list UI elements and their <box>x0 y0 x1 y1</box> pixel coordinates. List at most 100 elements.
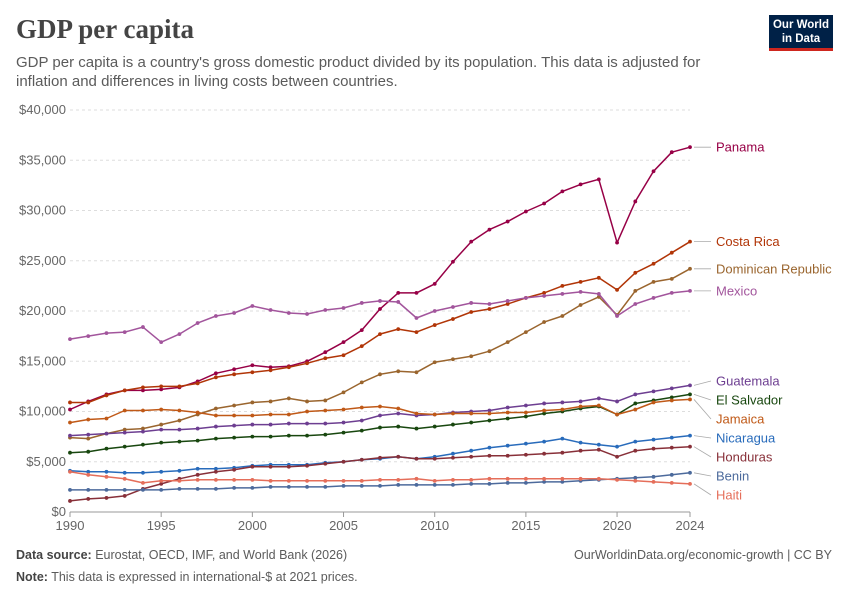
data-point <box>669 291 674 295</box>
data-point <box>159 427 164 432</box>
y-tick-label: $15,000 <box>19 353 66 368</box>
data-point <box>359 428 364 433</box>
data-point <box>268 365 273 370</box>
data-point <box>177 439 182 444</box>
data-point <box>505 340 510 345</box>
data-point <box>688 470 692 475</box>
data-point <box>195 381 200 386</box>
data-point <box>396 424 401 429</box>
data-point <box>104 331 109 336</box>
label-connector <box>693 472 712 477</box>
data-point <box>542 476 547 481</box>
data-point <box>651 474 656 479</box>
data-point <box>432 478 437 483</box>
data-point <box>633 401 638 406</box>
data-point <box>651 279 656 284</box>
data-point <box>177 427 182 432</box>
data-point <box>341 430 346 435</box>
data-point <box>359 301 364 305</box>
data-point <box>651 261 656 266</box>
data-point <box>213 486 218 491</box>
data-point <box>396 406 401 411</box>
data-point <box>451 357 455 362</box>
data-point <box>378 413 382 418</box>
data-point <box>542 479 547 484</box>
data-point <box>469 448 474 453</box>
data-point <box>250 422 255 427</box>
data-point <box>414 316 419 320</box>
data-point <box>560 189 565 194</box>
data-point <box>341 306 346 310</box>
data-point <box>250 485 255 490</box>
data-point <box>359 418 364 423</box>
data-point <box>615 240 619 245</box>
data-source: Data source: Eurostat, OECD, IMF, and Wo… <box>16 548 347 562</box>
data-point <box>323 408 328 413</box>
data-point <box>505 476 510 481</box>
series-mexico <box>68 289 692 345</box>
data-point <box>68 400 72 405</box>
data-point <box>159 481 164 486</box>
data-point <box>469 454 474 459</box>
data-point <box>122 444 127 449</box>
data-point <box>688 444 692 449</box>
data-point <box>104 487 109 492</box>
data-point <box>578 404 583 409</box>
data-point <box>268 412 273 417</box>
data-point <box>396 291 401 295</box>
data-point <box>523 441 528 446</box>
x-tick-label: 2010 <box>420 518 449 533</box>
data-point <box>323 478 328 483</box>
data-point <box>68 337 72 342</box>
data-point <box>615 477 619 482</box>
series-line <box>70 241 691 404</box>
data-point <box>396 300 401 304</box>
data-point <box>469 411 474 416</box>
label-connector <box>693 399 712 420</box>
data-source-label: Data source: <box>16 548 92 562</box>
data-point <box>305 399 309 404</box>
data-point <box>633 475 638 480</box>
data-point <box>195 477 200 482</box>
credit-link[interactable]: OurWorldinData.org/economic-growth | CC … <box>574 548 832 562</box>
data-point <box>432 482 437 487</box>
data-point <box>596 275 601 280</box>
data-point <box>396 327 401 331</box>
data-point <box>286 433 291 438</box>
data-point <box>596 403 601 408</box>
data-point <box>523 414 528 419</box>
data-point <box>141 385 145 390</box>
data-point <box>250 400 255 405</box>
label-connector <box>693 446 712 458</box>
data-point <box>469 481 474 486</box>
data-point <box>378 455 382 460</box>
data-point <box>359 478 364 483</box>
data-point <box>469 310 474 314</box>
data-point <box>596 476 601 481</box>
data-point <box>177 418 182 423</box>
data-point <box>341 407 346 412</box>
data-point <box>451 482 455 487</box>
data-point <box>232 467 237 472</box>
data-point <box>122 470 127 475</box>
data-point <box>177 408 182 413</box>
data-point <box>286 412 291 417</box>
data-point <box>414 370 419 375</box>
data-point <box>396 411 401 416</box>
owid-logo[interactable]: Our World in Data <box>769 15 833 51</box>
data-point <box>523 480 528 485</box>
data-point <box>560 400 565 405</box>
data-point <box>122 430 127 435</box>
data-point <box>286 484 291 489</box>
data-point <box>688 383 692 388</box>
data-point <box>596 442 601 447</box>
data-point <box>159 469 164 474</box>
x-tick-label: 2005 <box>329 518 358 533</box>
data-point <box>688 239 692 244</box>
data-point <box>688 433 692 438</box>
data-point <box>195 472 200 477</box>
data-point <box>505 443 510 448</box>
data-point <box>177 468 182 473</box>
data-point <box>651 296 656 300</box>
y-tick-label: $40,000 <box>19 102 66 117</box>
